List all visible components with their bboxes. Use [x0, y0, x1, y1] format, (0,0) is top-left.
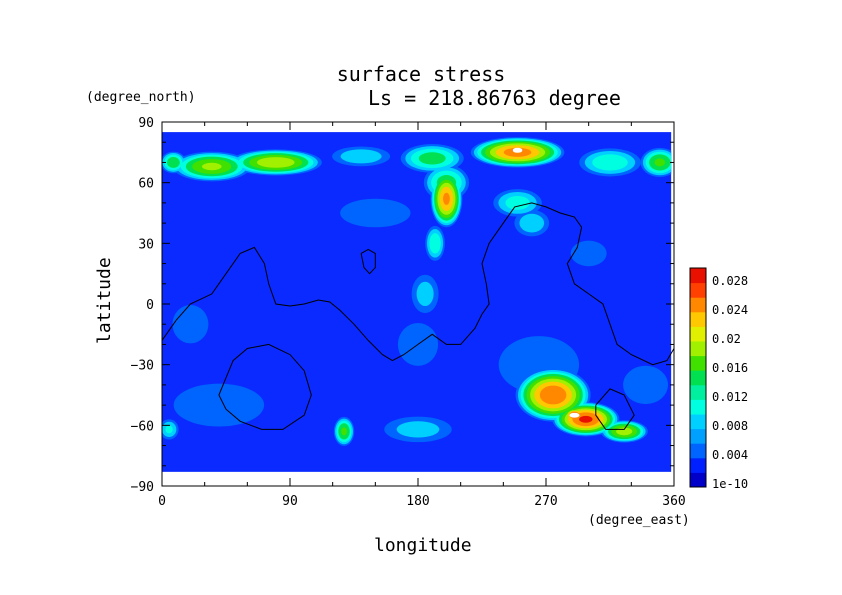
saturated-spot-1 [569, 412, 580, 418]
stress-level-0-blob-18 [172, 305, 209, 344]
stress-level-2-blob-11 [429, 233, 441, 254]
stress-level-0-blob-17 [570, 240, 607, 267]
stress-level-3-blob-2 [167, 157, 180, 168]
colorbar-frame [689, 267, 707, 488]
colorbar-swatch-6 [690, 384, 706, 400]
x-tick-label-1: 90 [282, 494, 298, 509]
stress-level-5-blob-1 [256, 157, 295, 168]
stress-level-4-blob-20 [341, 427, 347, 436]
colorbar-swatch-11 [690, 311, 706, 327]
colorbar-tick-label-7: 1e-10 [712, 477, 748, 491]
x-tick-label-2: 180 [406, 494, 429, 509]
y-axis-unit: (degree_north) [86, 90, 196, 105]
x-axis-unit: (degree_east) [588, 513, 690, 528]
colorbar-swatch-4 [690, 414, 706, 430]
field-fill [162, 137, 672, 446]
colorbar-swatch-7 [690, 370, 706, 386]
x-tick-label-4: 360 [662, 494, 685, 509]
y-tick-label-3: 0 [146, 298, 154, 313]
plot-area [161, 132, 675, 472]
x-axis-label: longitude [374, 535, 472, 556]
colorbar-swatch-14 [690, 268, 706, 284]
stress-level-0-blob-16 [340, 198, 411, 228]
y-tick-label-1: 60 [138, 177, 154, 192]
colorbar-swatch-9 [690, 341, 706, 357]
stress-level-2-blob-7 [592, 154, 628, 171]
colorbar-tick-label-3: 0.016 [712, 361, 748, 375]
chart-subtitle: Ls = 218.86763 degree [368, 86, 621, 110]
topography-contour-1 [360, 248, 376, 275]
stress-level-1-blob-12 [416, 281, 434, 307]
stress-level-7-blob-9 [443, 192, 450, 205]
colorbar-swatch-8 [690, 355, 706, 371]
stress-level-0-blob-19 [173, 383, 265, 427]
topography-contour-0 [161, 202, 675, 366]
colorbar-swatch-10 [690, 326, 706, 342]
colorbar-tick-label-6: 0.004 [712, 448, 748, 462]
colorbar-swatch-13 [690, 282, 706, 298]
x-tick-label-3: 270 [534, 494, 557, 509]
colorbar-tick-label-0: 0.028 [712, 274, 748, 288]
stress-level-2-blob-21 [165, 425, 173, 434]
saturated-spot-0 [512, 147, 523, 153]
colorbar-swatch-0 [690, 472, 706, 488]
stress-level-1-blob-3 [340, 149, 382, 164]
stress-level-0-blob-28 [623, 365, 669, 405]
colorbar-tick-label-5: 0.008 [712, 419, 748, 433]
colorbar-swatch-5 [690, 399, 706, 415]
stress-level-5-blob-0 [201, 162, 222, 171]
topography-contour-3 [595, 388, 635, 430]
colorbar-swatch-3 [690, 428, 706, 444]
topography-contour-2 [218, 343, 312, 430]
stress-level-2-blob-14 [505, 195, 530, 210]
colorbar-tick-label-1: 0.024 [712, 303, 748, 317]
y-tick-label-4: −30 [131, 359, 154, 374]
y-tick-label-0: 90 [138, 116, 154, 131]
y-tick-label-5: −60 [131, 419, 154, 434]
stress-level-7-blob-23 [539, 385, 567, 405]
stress-level-8-blob-24 [579, 415, 593, 423]
colorbar-swatch-2 [690, 443, 706, 459]
colorbar-tick-label-4: 0.012 [712, 390, 748, 404]
stress-level-3-blob-4 [418, 152, 446, 165]
chart-title: surface stress [336, 62, 506, 86]
colorbar-swatch-12 [690, 297, 706, 313]
stress-level-1-blob-15 [519, 213, 545, 233]
y-tick-label-6: −90 [131, 480, 154, 495]
colorbar-tick-label-2: 0.02 [712, 332, 741, 346]
y-tick-label-2: 30 [138, 237, 154, 252]
colorbar-swatch-1 [690, 457, 706, 473]
x-tick-label-0: 0 [158, 494, 166, 509]
stress-level-4-blob-8 [654, 158, 666, 167]
axes: 0 90 180 270 360 90 60 30 0 −30 −60 −90 [131, 116, 686, 509]
colorbar: 0.028 0.024 0.02 0.016 0.012 0.008 0.004 1e-10 [689, 267, 748, 491]
stress-level-1-blob-22 [396, 421, 440, 438]
